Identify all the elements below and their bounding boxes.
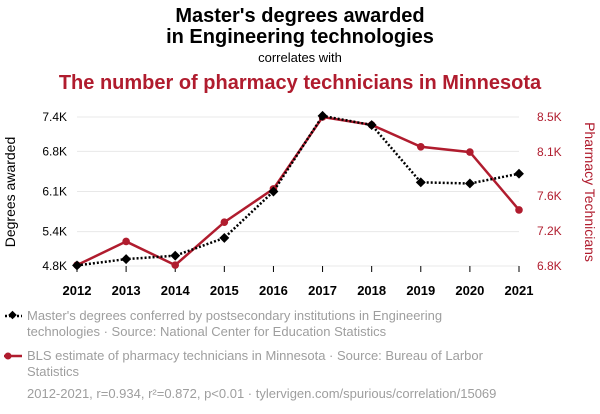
- x-axis-ticks: 2012 2013 2014 2015 2016 2017 2018 2019 2020 2021: [63, 266, 534, 298]
- x-tick-label: 2018: [357, 283, 386, 298]
- legend-text-pharmacy-line-1: BLS estimate of pharmacy technicians in …: [27, 348, 484, 363]
- right-tick-label: 8.5K: [537, 110, 562, 124]
- right-axis-ticks: 6.8K 7.2K 7.6K 8.1K 8.5K: [537, 110, 562, 273]
- left-tick-label: 7.4K: [42, 110, 67, 124]
- legend-item-degrees: Master's degrees conferred by postsecond…: [5, 308, 442, 339]
- right-tick-label: 7.6K: [537, 189, 562, 203]
- left-axis-label: Degrees awarded: [2, 137, 18, 248]
- right-tick-label: 6.8K: [537, 259, 562, 273]
- left-tick-label: 5.4K: [42, 225, 67, 239]
- right-tick-label: 8.1K: [537, 145, 562, 159]
- data-point-degrees: [317, 110, 328, 121]
- x-tick-label: 2015: [210, 283, 239, 298]
- grid-lines: [77, 116, 519, 267]
- chart-footer: 2012-2021, r=0.934, r²=0.872, p<0.01 · t…: [27, 386, 496, 401]
- plot-area: [72, 110, 524, 271]
- data-point-degrees: [268, 186, 279, 197]
- chart-title-line-2: in Engineering technologies: [166, 26, 434, 48]
- data-point-degrees: [514, 168, 524, 179]
- data-point-pharmacy: [515, 206, 523, 214]
- x-tick-label: 2016: [259, 283, 288, 298]
- left-axis-ticks: 4.8K 5.4K 6.1K 6.8K 7.4K: [42, 110, 67, 273]
- chart-connector-text: correlates with: [258, 50, 342, 65]
- legend-item-pharmacy: BLS estimate of pharmacy technicians in …: [4, 348, 484, 379]
- x-tick-label: 2013: [112, 283, 141, 298]
- legend-text-degrees-line-2: technologies · Source: National Center f…: [27, 324, 387, 339]
- data-point-pharmacy: [220, 218, 229, 226]
- x-tick-label: 2021: [505, 283, 534, 298]
- data-point-degrees: [219, 232, 230, 243]
- right-axis-label: Pharmacy Technicians: [582, 122, 598, 262]
- data-point-degrees: [415, 177, 426, 188]
- chart-title-2: The number of pharmacy technicians in Mi…: [59, 72, 542, 94]
- x-tick-label: 2012: [63, 283, 92, 298]
- data-point-degrees: [121, 254, 132, 265]
- x-tick-label: 2017: [308, 283, 337, 298]
- data-point-degrees: [366, 120, 377, 130]
- data-point-degrees: [170, 250, 181, 261]
- left-tick-label: 4.8K: [42, 259, 67, 273]
- data-point-degrees: [72, 260, 82, 271]
- left-tick-label: 6.1K: [42, 185, 67, 199]
- series-line-0: [76, 114, 520, 267]
- x-tick-label: 2019: [406, 283, 435, 298]
- legend-text-degrees-line-1: Master's degrees conferred by postsecond…: [27, 308, 442, 323]
- legend-text-pharmacy-line-2: Statistics: [27, 364, 80, 379]
- data-point-pharmacy: [122, 237, 130, 246]
- right-tick-label: 7.2K: [537, 224, 562, 238]
- data-point-degrees: [464, 178, 475, 189]
- data-point-pharmacy: [171, 261, 180, 269]
- legend-swatch-marker-pharmacy: [4, 352, 12, 360]
- legend-swatch-marker-degrees: [8, 310, 17, 320]
- data-point-pharmacy: [416, 143, 425, 151]
- data-point-pharmacy: [466, 148, 474, 156]
- x-tick-label: 2020: [455, 283, 484, 298]
- left-tick-label: 6.8K: [42, 144, 67, 158]
- chart-title-line-1: Master's degrees awarded: [175, 5, 424, 27]
- x-tick-label: 2014: [161, 283, 191, 298]
